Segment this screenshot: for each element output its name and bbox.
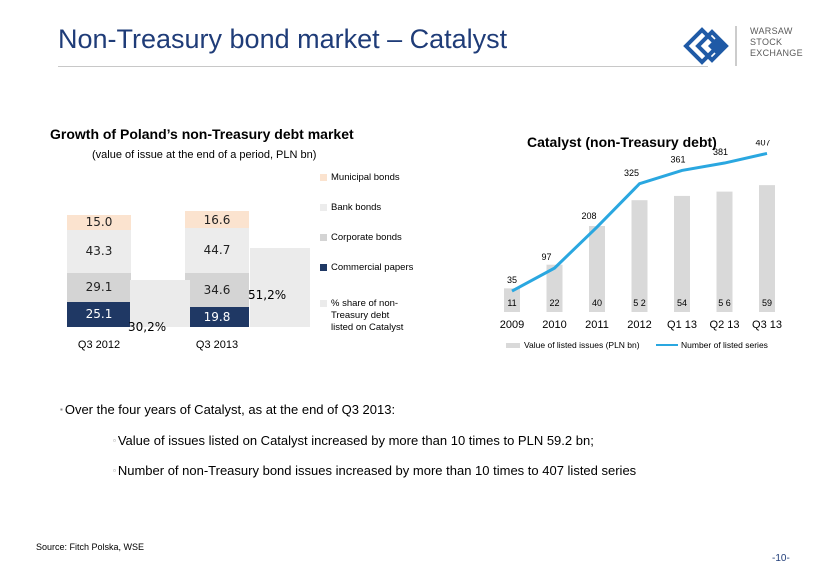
legend-item: % share of non-Treasury debt listed on C…	[320, 298, 408, 334]
value-bar	[759, 185, 775, 312]
bar-segment-corporate-bonds: 34.6	[185, 272, 249, 308]
legend-swatch	[320, 204, 327, 211]
bar-segment-commercial-papers: 25.1	[67, 301, 131, 327]
value-bar	[589, 226, 605, 312]
category-label: Q3 2013	[195, 339, 239, 351]
legend-swatch	[320, 300, 327, 307]
logo-line: EXCHANGE	[750, 48, 803, 58]
logo-line: STOCK	[750, 37, 783, 47]
legend-label: Value of listed issues (PLN bn)	[524, 340, 640, 350]
value-bar	[504, 288, 520, 312]
bar-segment-commercial-papers: 19.8	[185, 307, 249, 327]
bar-value-label: 5 2	[633, 298, 646, 308]
wse-logo-text: WARSAW STOCK EXCHANGE	[750, 26, 803, 59]
legend-item: Commercial papers	[320, 262, 413, 273]
bullet-sub-value: ▫ Value of issues listed on Catalyst inc…	[113, 433, 594, 448]
category-label: Q3 2012	[77, 339, 121, 351]
left-chart-subtitle: (value of issue at the end of a period, …	[92, 149, 317, 161]
left-chart-title: Growth of Poland’s non-Treasury debt mar…	[50, 126, 354, 142]
legend-swatch	[320, 264, 327, 271]
bullet-sub-number: ▫ Number of non-Treasury bond issues inc…	[113, 463, 636, 478]
legend-value-listed: Value of listed issues (PLN bn)	[506, 340, 640, 350]
bullet-text: Number of non-Treasury bond issues incre…	[117, 463, 637, 478]
legend-label: Corporate bonds	[331, 232, 402, 243]
share-value-label: 51,2%	[248, 287, 287, 302]
title-divider	[58, 66, 708, 67]
bar-segment-bank-bonds: 43.3	[67, 229, 131, 273]
line-value-label: 97	[541, 252, 551, 262]
page-number: -10-	[772, 553, 790, 564]
bullet-main: ▪ Over the four years of Catalyst, as at…	[60, 402, 395, 417]
page-title: Non-Treasury bond market – Catalyst	[58, 24, 508, 54]
bar-value-label: 11	[507, 298, 516, 308]
x-tick-label: Q1 13	[667, 319, 697, 331]
value-bar	[716, 191, 733, 312]
bullet-text: Over the four years of Catalyst, as at t…	[64, 402, 396, 417]
legend-item: Bank bonds	[320, 202, 381, 213]
bullet-text: Value of issues listed on Catalyst incre…	[117, 433, 594, 448]
x-tick-label: Q2 13	[710, 319, 740, 331]
legend-label: % share of non-Treasury debt listed on C…	[331, 298, 404, 333]
bar-segment-corporate-bonds: 29.1	[67, 272, 131, 302]
bar-value-label: 5 6	[718, 298, 731, 308]
value-bar	[631, 200, 648, 312]
bar-segment-municipal-bonds: 15.0	[67, 214, 131, 230]
value-bar	[546, 264, 563, 312]
line-value-label: 325	[624, 168, 639, 178]
bar-value-label: 40	[592, 298, 602, 308]
x-tick-label: 2012	[627, 319, 651, 331]
line-value-label: 35	[507, 275, 517, 285]
legend-label: Number of listed series	[681, 340, 768, 350]
legend-swatch	[320, 174, 327, 181]
legend-swatch-bar	[506, 342, 520, 348]
share-value-label: 30,2%	[128, 320, 167, 335]
listed-series-line	[511, 151, 768, 293]
share-bar	[250, 247, 310, 327]
legend-item: Municipal bonds	[320, 172, 400, 183]
bullet-marker-icon: ▫	[113, 466, 116, 475]
line-value-label: 381	[713, 147, 728, 157]
legend-label: Commercial papers	[331, 262, 414, 273]
line-value-label: 361	[670, 154, 685, 164]
line-value-label: 208	[581, 211, 596, 221]
x-tick-label: 2010	[542, 319, 566, 331]
logo-line: WARSAW	[750, 26, 793, 36]
source-note: Source: Fitch Polska, WSE	[36, 542, 145, 552]
x-tick-label: 2009	[500, 319, 524, 331]
legend-swatch-line	[656, 344, 678, 346]
bar-value-label: 54	[677, 298, 687, 308]
bar-segment-bank-bonds: 44.7	[185, 227, 249, 273]
value-bar	[674, 195, 690, 312]
bar-segment-municipal-bonds: 16.6	[185, 211, 249, 228]
legend-item: Corporate bonds	[320, 232, 402, 243]
legend-label: Bank bonds	[331, 202, 382, 213]
wse-logo-icon	[683, 26, 737, 66]
legend-swatch	[320, 234, 327, 241]
legend-label: Municipal bonds	[331, 172, 400, 183]
bar-value-label: 59	[762, 298, 772, 308]
catalyst-combo-chart: 11 2009 22 2010 40 2011 5 2 2012 54 Q1 13 5 6 Q2 13…	[500, 140, 782, 331]
bullet-marker-icon: ▫	[113, 436, 116, 445]
legend-number-series: Number of listed series	[656, 340, 768, 350]
x-tick-label: Q3 13	[752, 319, 782, 331]
bullet-marker-icon: ▪	[60, 405, 63, 414]
line-value-label: 407	[755, 140, 770, 147]
share-bar	[130, 280, 190, 327]
x-tick-label: 2011	[585, 319, 609, 331]
right-chart-title: Catalyst (non-Treasury debt)	[527, 134, 717, 150]
bar-value-label: 22	[549, 298, 559, 308]
wse-logo	[678, 22, 798, 70]
